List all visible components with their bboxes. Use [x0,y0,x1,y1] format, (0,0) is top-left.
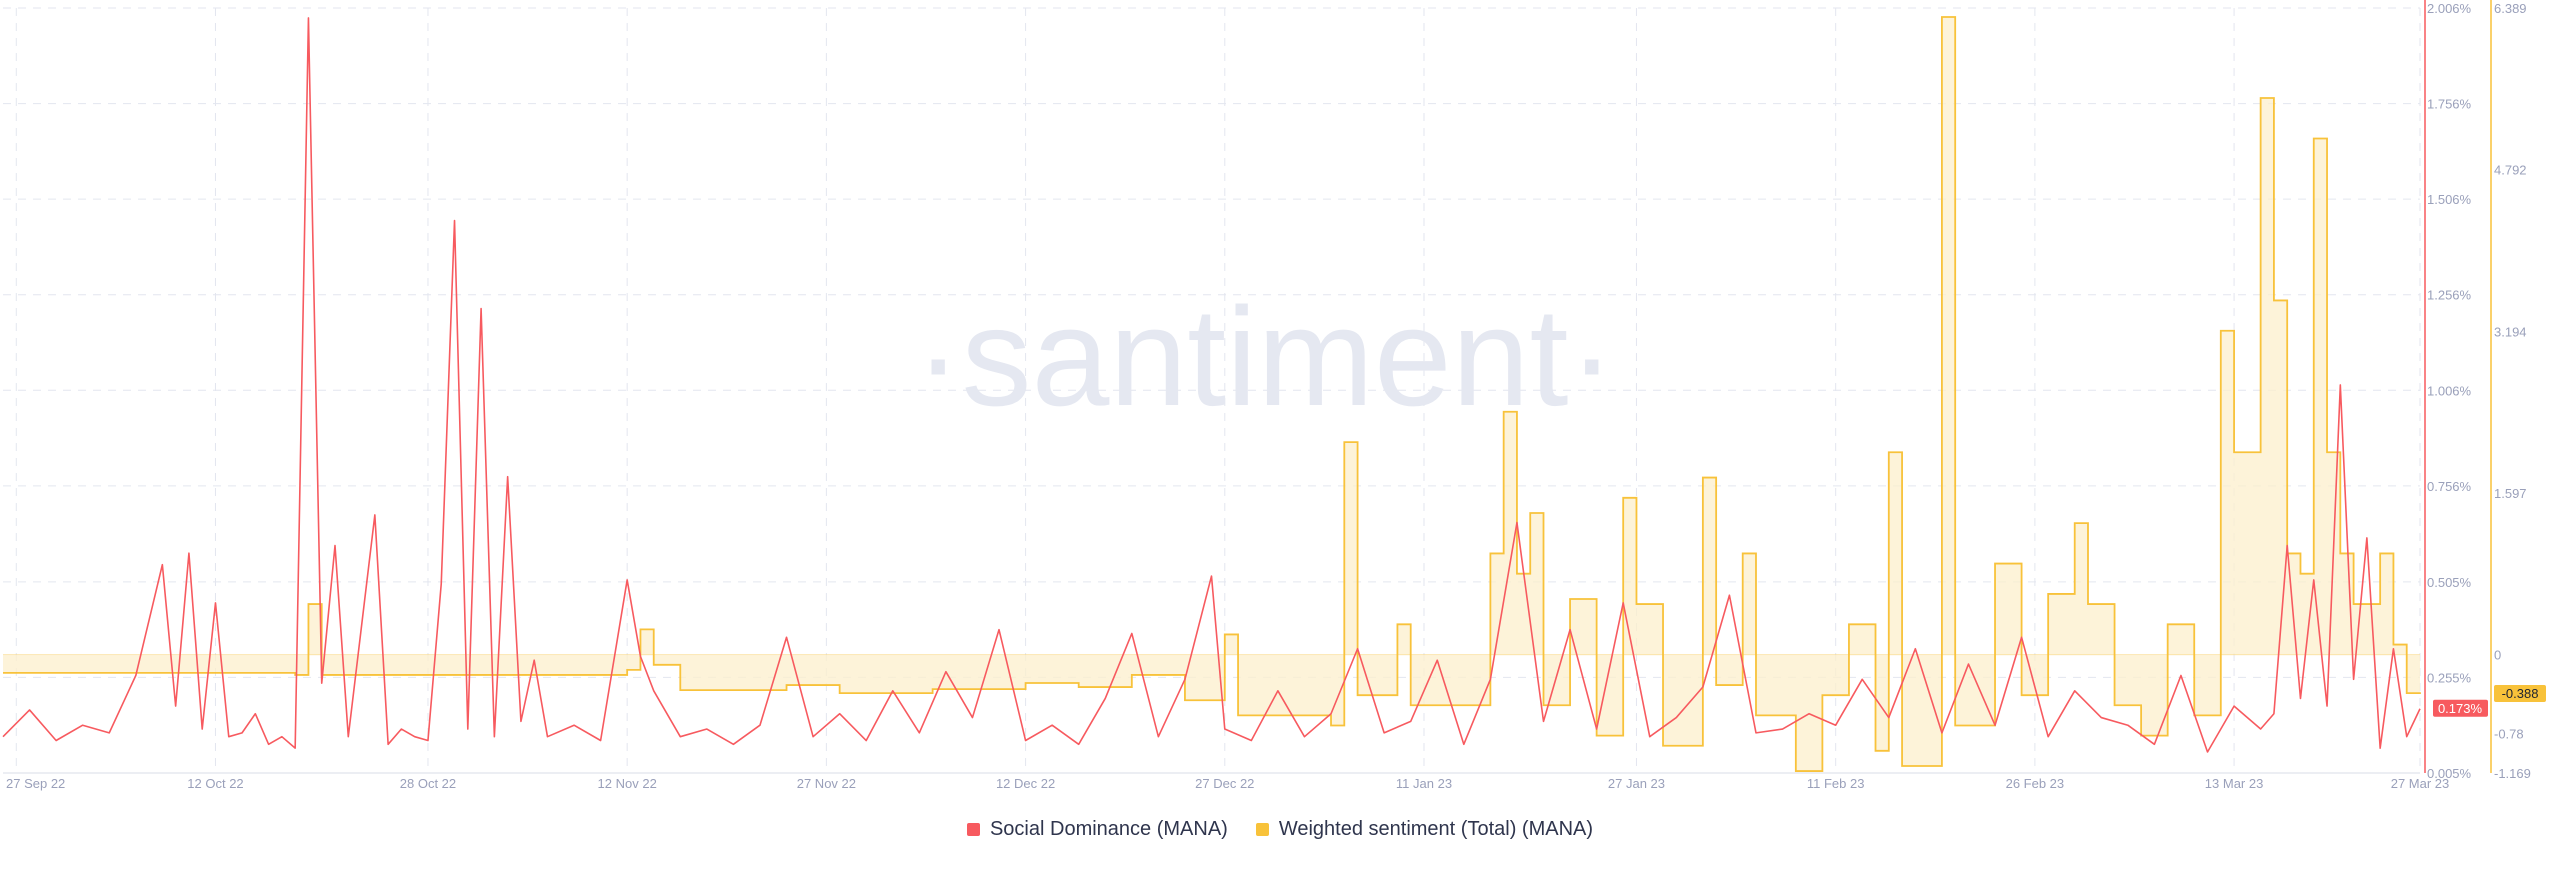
x-tick-label: 27 Sep 22 [6,776,65,791]
x-tick-label: 11 Feb 23 [1807,776,1865,791]
series-lines [2,16,2421,772]
x-tick-label: 12 Oct 22 [187,776,243,791]
x-tick-label: 11 Jan 23 [1396,776,1452,791]
y-right-tick-label: 4.792 [2494,163,2527,178]
x-tick-label: 12 Nov 22 [598,776,657,791]
x-tick-label: 27 Jan 23 [1608,776,1665,791]
y-left-tick-label: 1.506% [2427,192,2472,207]
y-left-tick-label: 1.006% [2427,383,2472,398]
legend-swatch-sentiment [1255,823,1269,836]
series-line-social-dominance [2,17,2421,753]
y-right-tick-label: -1.169 [2494,766,2531,781]
y-right-tick-label: 0 [2494,648,2501,663]
x-tick-label: 28 Oct 22 [400,776,456,791]
legend-swatch-social [966,823,980,836]
y-left-tick-label: 1.756% [2427,97,2472,112]
chart-legend: Social Dominance (MANA) Weighted sentime… [0,818,2560,841]
social-current-badge [2433,699,2488,717]
legend-label-social: Social Dominance (MANA) [989,818,1228,840]
legend-label-sentiment: Weighted sentiment (Total) (MANA) [1278,818,1594,840]
y-left-tick-label: 2.006% [2427,1,2472,16]
series-line-weighted-sentiment [3,16,2421,772]
legend-item-social-dominance[interactable]: Social Dominance (MANA) [966,818,1228,841]
santiment-watermark: ·santiment· [915,278,1615,435]
y-right-tick-label: 1.597 [2494,486,2527,501]
x-tick-label: 27 Mar 23 [2391,776,2450,791]
x-tick-label: 12 Dec 22 [996,776,1055,791]
y-left-tick-label: 1.256% [2427,288,2472,303]
y-left-tick-label: 0.505% [2427,575,2472,590]
x-tick-label: 27 Nov 22 [797,776,856,791]
y-right-tick-label: 6.389 [2494,1,2527,16]
sentiment-current-badge [2494,684,2546,702]
current-value-badges: 0.173% -0.388 [2433,684,2546,717]
x-tick-label: 13 Mar 23 [2205,776,2264,791]
sentiment-current-value: -0.388 [2502,686,2539,701]
y-left-tick-label: 0.255% [2427,670,2472,685]
y-right-tick-label: -0.78 [2494,727,2524,742]
x-tick-label: 26 Feb 23 [2006,776,2065,791]
y-left-tick-label: 0.005% [2427,766,2472,781]
x-tick-label: 27 Dec 22 [1195,776,1254,791]
y-left-tick-label: 0.756% [2427,479,2472,494]
y-right-tick-label: 3.194 [2494,324,2527,339]
axes: 2.006% 1.756% 1.506% 1.256% 1.006% 0.756% 0.50… [3,0,2531,791]
legend-item-weighted-sentiment[interactable]: Weighted sentiment (Total) (MANA) [1255,818,1594,841]
social-current-value: 0.173% [2438,701,2483,716]
